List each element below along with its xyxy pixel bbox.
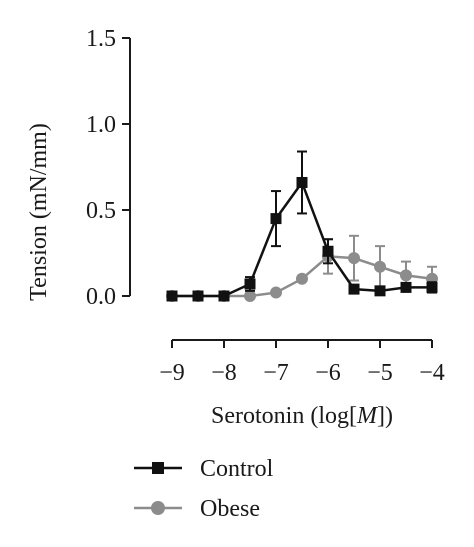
obese-point [244,290,256,302]
control-point [296,176,308,188]
legend-obese-label: Obese [200,496,260,522]
obese-point [400,269,412,282]
control-point [374,285,386,297]
legend-control-marker [152,462,164,474]
x-tick-label: −5 [367,360,393,386]
control-point [426,281,438,293]
y-tick-label: 0.5 [86,198,116,224]
control-point [192,290,204,302]
x-tick-label: −4 [419,360,445,386]
legend-control-label: Control [200,456,274,482]
legend-obese-marker [151,501,165,515]
y-tick-label: 0.0 [86,284,116,310]
obese-point [296,272,308,285]
x-tick-label: −9 [159,360,185,386]
obese-point [374,260,386,273]
y-tick-label: 1.0 [86,112,116,138]
x-tick-label: −7 [263,360,289,386]
x-tick-label: −8 [211,360,237,386]
x-axis-title: Serotonin (log[M]) [211,403,393,429]
obese-point [270,286,282,299]
x-tick-label: −6 [315,360,341,386]
control-point [270,213,282,225]
y-tick-label: 1.5 [86,26,116,52]
control-point [322,245,334,257]
obese-point [348,252,360,265]
x-axis-title-unit: M [356,403,379,429]
control-point [348,283,360,295]
control-point [166,290,178,302]
y-axis-title: Tension (mN/mm) [26,123,52,301]
control-point [218,290,230,302]
control-point [244,278,256,290]
control-point [400,281,412,293]
